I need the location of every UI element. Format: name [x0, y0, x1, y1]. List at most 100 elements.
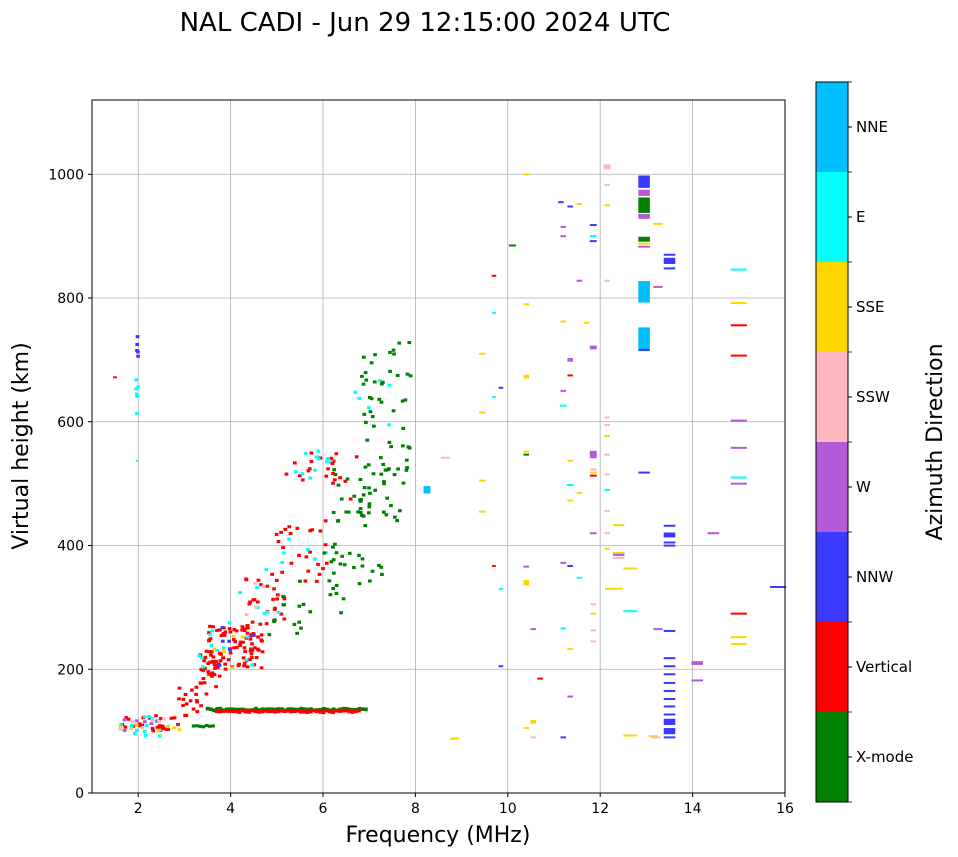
echo-mark [234, 629, 239, 633]
echo-mark [492, 311, 496, 314]
echo-mark [691, 661, 703, 665]
echo-mark [321, 710, 326, 715]
echo-mark [367, 502, 372, 506]
echo-mark [498, 665, 504, 668]
echo-mark [254, 656, 259, 660]
echo-mark [149, 721, 154, 726]
echo-mark [250, 620, 255, 624]
echo-mark [288, 531, 293, 536]
x-tick-label: 14 [684, 801, 702, 817]
echo-mark [322, 707, 326, 711]
echo-mark [232, 646, 236, 650]
echo-mark [379, 400, 384, 404]
echo-mark [122, 718, 127, 722]
echo-mark [347, 709, 352, 714]
echo-mark [247, 710, 251, 714]
echo-mark [730, 636, 747, 639]
echo-mark [256, 635, 260, 639]
echo-mark [333, 473, 338, 477]
echo-mark [691, 679, 703, 682]
echo-mark [297, 553, 301, 557]
echo-mark [264, 568, 269, 572]
echo-mark [281, 603, 286, 607]
echo-mark [336, 483, 341, 487]
echo-mark [360, 557, 365, 561]
echo-mark [357, 708, 361, 713]
echo-mark [282, 709, 287, 713]
echo-mark [228, 648, 232, 652]
echo-mark [492, 396, 496, 399]
echo-mark [389, 445, 393, 449]
echo-mark [325, 457, 330, 461]
echo-mark [380, 382, 384, 386]
echo-mark [326, 467, 330, 471]
echo-mark [142, 715, 147, 719]
echo-mark [201, 665, 205, 669]
echo-mark [567, 564, 573, 567]
echo-mark [240, 635, 245, 639]
echo-mark [142, 720, 147, 724]
echo-mark [195, 724, 199, 728]
echo-mark [346, 510, 351, 514]
echo-mark [208, 707, 213, 712]
echo-mark [383, 468, 388, 472]
echo-mark [567, 374, 573, 377]
echo-mark [305, 707, 310, 712]
echo-mark [223, 667, 228, 671]
echo-mark [377, 379, 382, 383]
echo-mark [395, 373, 400, 378]
echo-mark [344, 708, 348, 713]
x-tick-label: 2 [134, 801, 143, 817]
echo-mark [340, 554, 344, 558]
echo-mark [289, 561, 294, 565]
echo-mark [267, 707, 271, 712]
echo-mark [523, 303, 530, 306]
echo-mark [275, 593, 280, 597]
echo-mark [589, 471, 597, 474]
echo-mark [137, 722, 142, 726]
echo-mark [329, 456, 334, 460]
echo-mark [231, 707, 236, 712]
echo-mark [638, 236, 650, 242]
echo-mark [663, 524, 676, 527]
echo-mark [282, 551, 286, 555]
echo-mark [208, 650, 212, 654]
echo-mark [261, 585, 266, 589]
echo-mark [324, 561, 329, 565]
echo-mark [213, 666, 217, 670]
echo-mark [240, 708, 245, 713]
echo-mark [299, 706, 304, 711]
echo-mark [387, 467, 391, 471]
echo-mark [357, 553, 361, 557]
echo-mark [150, 726, 155, 731]
echo-mark [567, 647, 573, 650]
echo-mark [292, 461, 297, 465]
echo-mark [566, 483, 574, 486]
echo-mark [270, 707, 275, 712]
echo-mark [280, 560, 285, 565]
echo-mark [361, 514, 366, 518]
echo-mark [156, 729, 161, 733]
echo-mark [129, 723, 134, 728]
echo-mark [289, 707, 294, 712]
echo-mark [318, 529, 323, 533]
echo-mark [623, 734, 638, 737]
echo-mark [365, 438, 370, 442]
echo-mark [221, 646, 226, 650]
echo-mark [498, 587, 504, 590]
echo-mark [368, 410, 373, 414]
echo-mark [396, 467, 400, 471]
echo-mark [303, 579, 308, 583]
echo-mark [324, 708, 329, 713]
echo-mark [560, 320, 567, 323]
echo-mark [183, 692, 188, 697]
echo-mark [250, 708, 255, 713]
echo-mark [151, 729, 156, 733]
echo-mark [707, 532, 720, 535]
echo-mark [231, 709, 235, 714]
echo-mark [280, 570, 285, 574]
echo-mark [202, 681, 207, 685]
echo-mark [250, 648, 255, 652]
echo-mark [137, 724, 142, 728]
y-axis-label: Virtual height (km) [9, 342, 34, 549]
